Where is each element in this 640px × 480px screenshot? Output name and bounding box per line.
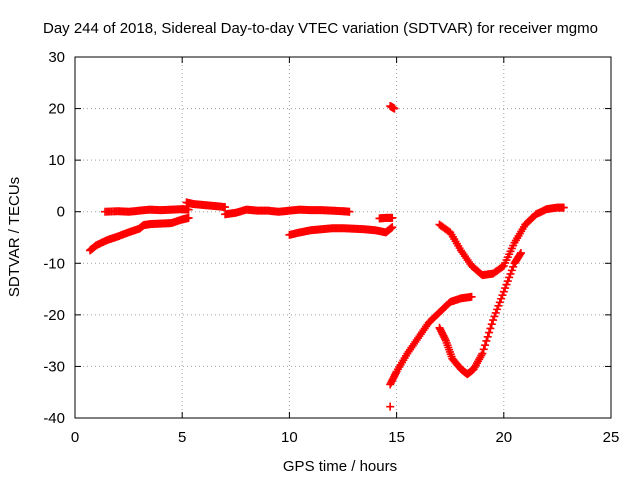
data-point — [479, 345, 488, 354]
series-seg2 — [101, 205, 193, 216]
data-point — [559, 203, 568, 212]
y-tick-label: -30 — [43, 358, 65, 375]
data-point — [483, 332, 492, 341]
series-seg10 — [435, 203, 568, 280]
data-point — [503, 277, 512, 286]
data-point — [481, 341, 490, 350]
y-tick-label: 10 — [48, 152, 65, 169]
data-point — [497, 294, 506, 303]
data-point — [482, 336, 491, 345]
data-point — [509, 262, 518, 271]
data-point — [502, 280, 511, 289]
data-point — [467, 292, 476, 301]
chart-title: Day 244 of 2018, Sidereal Day-to-day VTE… — [43, 20, 598, 37]
axis-layer: 0 5 10 15 20 25 -40 -30 -20 -10 0 10 20 30 — [43, 49, 619, 446]
data-point — [184, 213, 193, 222]
data-point — [507, 266, 516, 275]
y-tick-label: 30 — [48, 49, 65, 66]
data-point — [478, 349, 487, 358]
series-seg7 — [386, 101, 399, 113]
data-point — [506, 269, 515, 278]
grid-layer — [75, 57, 611, 418]
x-tick-label: 5 — [178, 429, 186, 446]
data-point — [485, 328, 494, 337]
data-point — [390, 104, 399, 113]
plot-frame — [74, 56, 612, 419]
data-point — [494, 301, 503, 310]
data-point — [501, 284, 510, 293]
x-tick-label: 15 — [388, 429, 405, 446]
data-point — [386, 402, 395, 411]
y-tick-label: -40 — [43, 410, 65, 427]
data-point — [490, 312, 499, 321]
series-seg3 — [182, 198, 230, 212]
y-axis-label: SDTVAR / TECUs — [6, 177, 23, 297]
x-axis-label: GPS time / hours — [283, 458, 397, 475]
x-tick-label: 10 — [281, 429, 298, 446]
data-point — [388, 223, 397, 232]
series-seg6 — [375, 213, 397, 223]
x-tick-label: 20 — [495, 429, 512, 446]
y-tick-label: -10 — [43, 255, 65, 272]
data-point — [505, 273, 514, 282]
y-tick-label: 20 — [48, 101, 65, 118]
data-point — [221, 203, 230, 212]
data-point — [493, 305, 502, 314]
data-point — [516, 250, 525, 259]
data-point — [441, 335, 450, 344]
series-seg1 — [86, 213, 193, 255]
series-seg11 — [435, 248, 525, 379]
x-tick-label: 0 — [71, 429, 79, 446]
data-point — [486, 324, 495, 333]
x-tick-label: 25 — [603, 429, 620, 446]
data-point — [489, 316, 498, 325]
data-point — [495, 298, 504, 307]
y-tick-label: 0 — [57, 204, 65, 221]
data-point — [487, 320, 496, 329]
data-point — [388, 213, 397, 222]
data-point — [498, 291, 507, 300]
data-point — [345, 207, 354, 216]
series-seg4 — [221, 205, 354, 219]
data-layer — [86, 101, 568, 411]
series-seg8 — [386, 402, 395, 411]
y-tick-label: -20 — [43, 307, 65, 324]
series-seg5 — [285, 223, 397, 239]
data-point — [491, 308, 500, 317]
data-point — [499, 287, 508, 296]
data-point — [516, 248, 525, 257]
series-seg9 — [386, 292, 476, 389]
